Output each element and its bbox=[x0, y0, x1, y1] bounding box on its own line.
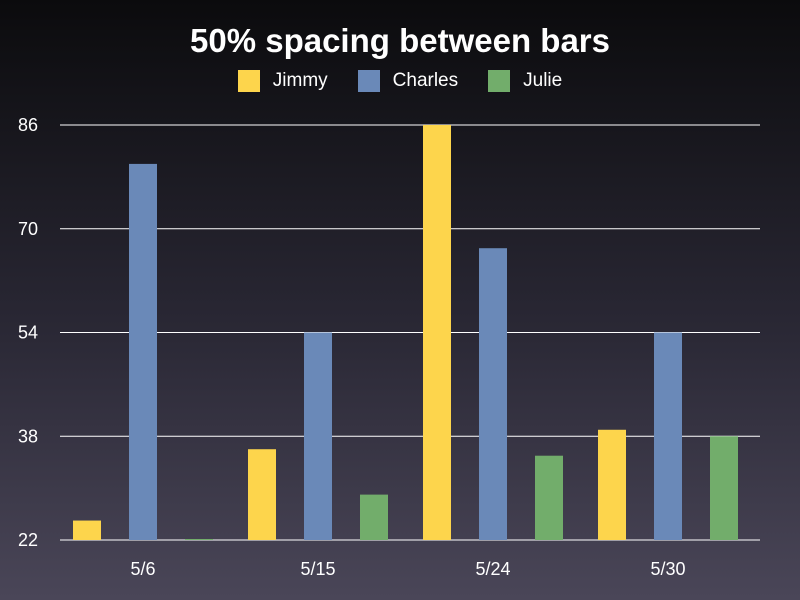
legend: Jimmy Charles Julie bbox=[0, 70, 800, 92]
legend-label-julie: Julie bbox=[523, 70, 563, 91]
legend-label-jimmy: Jimmy bbox=[272, 70, 328, 91]
y-tick-label-70: 70 bbox=[18, 219, 38, 239]
x-tick-label-5-24: 5/24 bbox=[475, 559, 510, 579]
x-tick-label-5-15: 5/15 bbox=[300, 559, 335, 579]
legend-swatch-julie bbox=[488, 70, 511, 92]
chart-title: 50% spacing between bars bbox=[190, 22, 610, 59]
bar-charles-5-24 bbox=[479, 248, 507, 540]
y-tick-label-86: 86 bbox=[18, 115, 38, 135]
bar-julie-5-6 bbox=[185, 539, 213, 540]
x-tick-label-5-30: 5/30 bbox=[650, 559, 685, 579]
legend-item-charles[interactable]: Charles bbox=[357, 70, 459, 92]
bar-jimmy-5-24 bbox=[423, 125, 451, 540]
y-tick-label-54: 54 bbox=[18, 323, 38, 343]
legend-label-charles: Charles bbox=[392, 70, 459, 91]
bar-jimmy-5-15 bbox=[248, 449, 276, 540]
y-tick-label-22: 22 bbox=[18, 530, 38, 550]
x-tick-label-5-6: 5/6 bbox=[130, 559, 155, 579]
legend-swatch-jimmy bbox=[237, 70, 260, 92]
bar-julie-5-30 bbox=[710, 436, 738, 540]
legend-item-julie[interactable]: Julie bbox=[488, 70, 562, 92]
bar-charles-5-6 bbox=[129, 163, 157, 540]
bar-charles-5-30 bbox=[654, 332, 682, 540]
legend-item-jimmy[interactable]: Jimmy bbox=[237, 70, 328, 92]
bar-jimmy-5-6 bbox=[73, 520, 101, 540]
y-tick-label-38: 38 bbox=[18, 426, 38, 446]
bar-julie-5-24 bbox=[535, 455, 563, 540]
bar-charles-5-15 bbox=[304, 332, 332, 540]
bar-jimmy-5-30 bbox=[598, 429, 626, 540]
legend-swatch-charles bbox=[357, 70, 380, 92]
bar-julie-5-15 bbox=[360, 494, 388, 540]
